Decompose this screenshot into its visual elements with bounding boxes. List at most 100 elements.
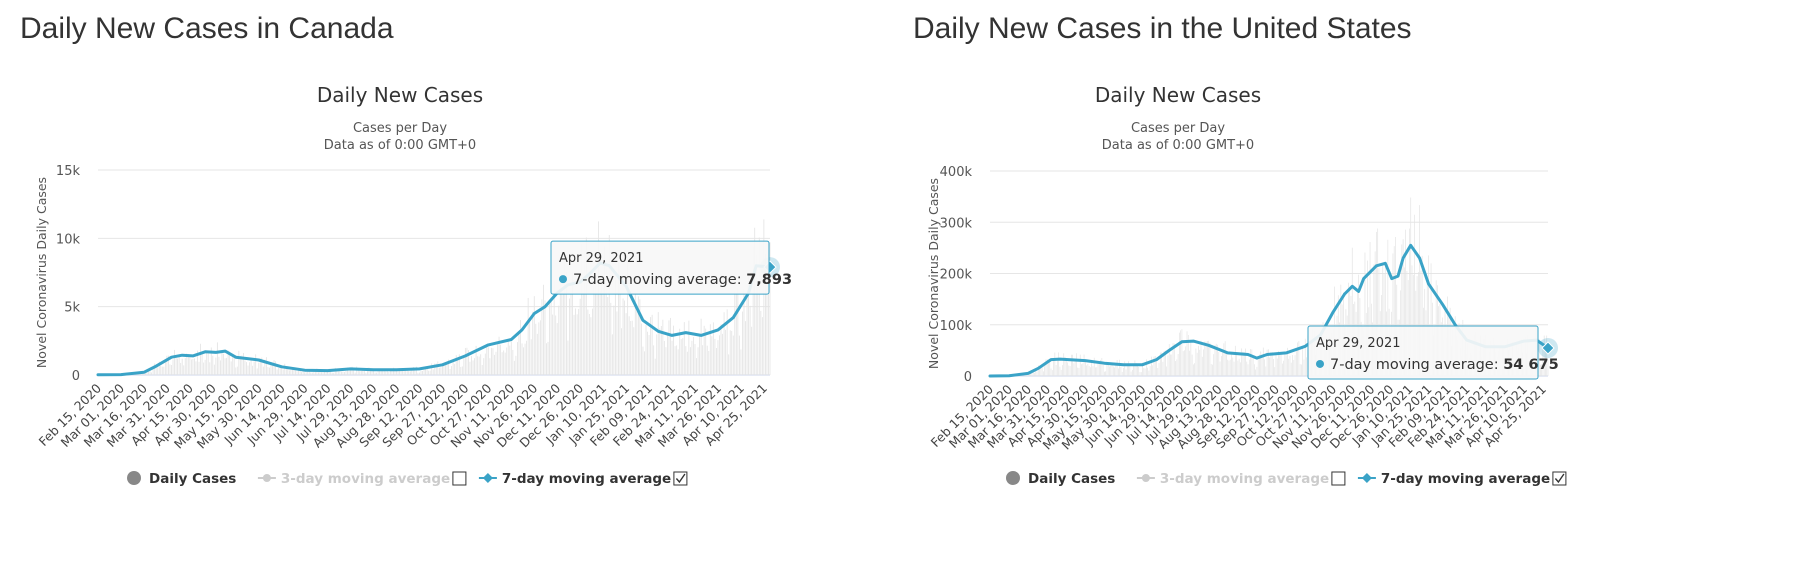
daily-cases-bar xyxy=(1297,342,1298,376)
daily-cases-bar xyxy=(686,351,688,375)
daily-cases-bar xyxy=(1189,350,1190,376)
daily-cases-bar xyxy=(1280,351,1282,376)
daily-cases-bar xyxy=(588,313,590,375)
daily-cases-bar xyxy=(1364,252,1366,376)
daily-cases-bar xyxy=(339,369,341,375)
daily-cases-bar xyxy=(598,221,599,375)
legend-item-7-day-moving-average[interactable]: 7-day moving average xyxy=(1357,471,1567,487)
daily-cases-bars xyxy=(99,219,771,375)
y-axis-ticks: 0 100k 200k 300k 400k xyxy=(940,165,973,385)
daily-cases-bar xyxy=(1194,363,1195,376)
daily-cases-bar xyxy=(175,356,177,375)
daily-cases-bar xyxy=(553,281,555,375)
daily-cases-bar xyxy=(628,316,630,375)
daily-cases-bar xyxy=(1306,357,1307,376)
daily-cases-bar xyxy=(699,334,701,375)
daily-cases-bar xyxy=(186,353,188,375)
daily-cases-bar xyxy=(190,359,192,375)
daily-cases-bar xyxy=(1542,348,1544,376)
daily-cases-bar xyxy=(210,347,212,375)
daily-cases-bar xyxy=(178,355,180,375)
daily-cases-bar xyxy=(648,334,650,375)
daily-cases-bar xyxy=(475,345,477,375)
daily-cases-bar xyxy=(1045,359,1047,376)
daily-cases-bar xyxy=(1034,372,1035,376)
daily-cases-bar xyxy=(1259,354,1260,376)
daily-cases-bar xyxy=(630,321,632,375)
legend-item-3-day-moving-average[interactable]: 3-day moving average xyxy=(257,471,467,487)
daily-cases-bar xyxy=(151,372,152,375)
daily-cases-bar xyxy=(331,372,333,375)
daily-cases-bar xyxy=(437,361,439,375)
daily-cases-bar xyxy=(353,369,355,375)
daily-cases-bar xyxy=(291,367,293,375)
y-tick-label: 200k xyxy=(940,268,973,283)
line-marker-icon xyxy=(1136,474,1155,482)
y-axis-ticks: 0 5k 10k 15k xyxy=(56,164,81,384)
daily-cases-bar xyxy=(533,296,535,375)
daily-cases-bar xyxy=(1165,350,1166,376)
daily-cases-bar xyxy=(1046,359,1048,376)
daily-cases-bar xyxy=(230,361,232,375)
daily-cases-bar xyxy=(1302,348,1304,376)
panel-heading: Daily New Cases in the United States xyxy=(913,12,1412,45)
daily-cases-bar xyxy=(1383,273,1385,376)
daily-cases-bar xyxy=(163,366,165,375)
daily-cases-bar xyxy=(1132,369,1133,376)
daily-cases-bar xyxy=(448,359,449,375)
daily-cases-bar xyxy=(1172,343,1174,376)
tooltip-label: 7-day moving average: xyxy=(573,272,746,288)
daily-cases-bar xyxy=(302,370,304,375)
daily-cases-bar xyxy=(336,370,338,375)
daily-cases-bar xyxy=(538,322,540,375)
daily-cases-bar xyxy=(347,367,348,375)
daily-cases-bar xyxy=(1276,358,1278,376)
legend-item-3-day-moving-average[interactable]: 3-day moving average xyxy=(1136,471,1346,487)
tooltip-box xyxy=(550,240,770,295)
daily-cases-bar xyxy=(154,363,156,375)
daily-cases-bar xyxy=(376,372,378,375)
daily-cases-bar xyxy=(1232,357,1234,376)
daily-cases-bar xyxy=(1412,274,1414,376)
daily-cases-bar xyxy=(1098,363,1100,376)
panel-heading: Daily New Cases in Canada xyxy=(20,12,394,45)
legend-item-daily-cases[interactable]: Daily Cases xyxy=(1006,471,1115,487)
daily-cases-bar xyxy=(625,313,627,375)
daily-cases-bar xyxy=(1298,341,1300,376)
daily-cases-bar xyxy=(477,356,479,375)
checkbox-checked-icon[interactable] xyxy=(1552,471,1567,486)
legend-item-daily-cases[interactable]: Daily Cases xyxy=(127,471,236,487)
daily-cases-bar xyxy=(653,345,655,375)
daily-cases-bar xyxy=(327,371,329,375)
daily-cases-bar xyxy=(478,356,480,375)
daily-cases-bar xyxy=(337,371,339,375)
daily-cases-bar xyxy=(287,366,289,375)
daily-cases-bar xyxy=(232,356,234,375)
checkbox-unchecked-icon[interactable] xyxy=(452,471,467,486)
daily-cases-bar xyxy=(1378,268,1380,376)
daily-cases-bar xyxy=(1041,367,1043,376)
checkbox-checked-icon[interactable] xyxy=(673,471,688,486)
daily-cases-bar xyxy=(451,366,453,375)
daily-cases-bar xyxy=(745,321,746,375)
daily-cases-bar xyxy=(611,334,613,375)
legend-item-7-day-moving-average[interactable]: 7-day moving average xyxy=(478,471,688,487)
daily-cases-bar xyxy=(676,345,678,375)
daily-cases-bar xyxy=(1203,349,1204,376)
daily-cases-bar xyxy=(396,371,397,375)
daily-cases-bar xyxy=(224,358,226,375)
checkbox-unchecked-icon[interactable] xyxy=(1331,471,1346,486)
daily-cases-bar xyxy=(644,351,645,375)
daily-cases-bar xyxy=(1149,366,1151,376)
daily-cases-bar xyxy=(495,351,497,375)
daily-cases-bar xyxy=(709,324,711,375)
daily-cases-bar xyxy=(764,253,766,375)
daily-cases-bar xyxy=(177,358,179,375)
legend: Daily Cases 3-day moving average 7-day mov… xyxy=(1006,471,1567,487)
daily-cases-bar xyxy=(1287,347,1288,376)
daily-cases-bar xyxy=(714,338,716,375)
daily-cases-bar xyxy=(503,350,505,375)
daily-cases-bar xyxy=(1126,364,1128,376)
daily-cases-bar xyxy=(670,317,671,375)
daily-cases-bar xyxy=(1410,197,1412,376)
